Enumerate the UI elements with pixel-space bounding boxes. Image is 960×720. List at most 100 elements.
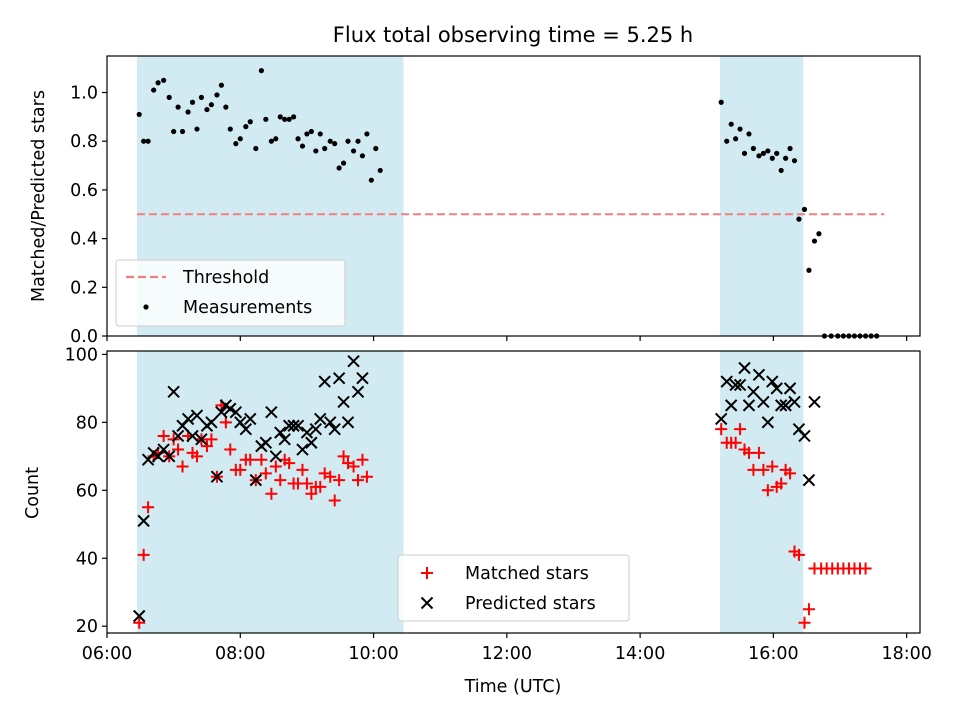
predicted-star-point bbox=[802, 473, 816, 487]
measurement-point bbox=[816, 231, 822, 237]
matched-star-point bbox=[274, 474, 287, 487]
legend-matched-label: Matched stars bbox=[465, 564, 589, 584]
measurement-point bbox=[345, 138, 351, 144]
predicted-star-point bbox=[259, 436, 273, 449]
predicted-star-point bbox=[274, 426, 287, 439]
matched-star-point bbox=[269, 460, 282, 473]
predicted-star-point bbox=[747, 385, 760, 398]
predicted-star-point bbox=[162, 450, 176, 463]
matched-star-point bbox=[142, 501, 155, 514]
x-tick-label: 16:00 bbox=[748, 644, 798, 664]
top-y-tick-label: 0.6 bbox=[70, 181, 98, 201]
predicted-star-point bbox=[171, 429, 185, 443]
predicted-star-point bbox=[282, 419, 296, 432]
measurement-point bbox=[756, 153, 762, 159]
measurement-point bbox=[774, 150, 780, 156]
predicted-star-point bbox=[249, 473, 263, 487]
predicted-star-point bbox=[774, 399, 788, 412]
matched-star-point bbox=[715, 423, 728, 436]
measurement-point bbox=[299, 143, 306, 149]
predicted-star-point bbox=[190, 409, 204, 422]
predicted-star-point bbox=[328, 422, 341, 436]
matched-star-point bbox=[859, 562, 872, 575]
measurement-point bbox=[166, 94, 172, 100]
top-y-tick-label: 0.4 bbox=[70, 230, 98, 250]
predicted-star-point bbox=[808, 395, 821, 409]
top-legend-box bbox=[115, 259, 346, 327]
measurement-point bbox=[286, 116, 292, 122]
matched-star-point bbox=[224, 443, 237, 456]
measurement-point bbox=[340, 160, 347, 166]
measurement-point bbox=[161, 77, 167, 83]
top-y-axis-label: Matched/Predicted stars bbox=[29, 90, 49, 302]
matched-star-point bbox=[190, 450, 203, 463]
predicted-star-point bbox=[788, 395, 801, 409]
matched-star-point bbox=[300, 477, 313, 490]
legend-predicted-marker bbox=[420, 596, 434, 610]
matched-star-point bbox=[729, 436, 742, 449]
predicted-star-point bbox=[720, 375, 733, 388]
matched-star-point bbox=[219, 416, 232, 429]
predicted-star-point bbox=[239, 422, 253, 436]
measurement-point bbox=[350, 148, 357, 154]
matched-star-point bbox=[360, 470, 373, 483]
matched-star-point bbox=[333, 474, 346, 487]
x-axis-label: Time (UTC) bbox=[464, 677, 562, 697]
measurement-point bbox=[359, 153, 366, 159]
predicted-star-point bbox=[133, 609, 146, 623]
legend-measurements-label: Measurements bbox=[183, 298, 312, 318]
measurement-point bbox=[783, 155, 789, 161]
measurement-point bbox=[189, 99, 196, 105]
matched-star-point bbox=[314, 480, 327, 493]
matched-star-point bbox=[283, 457, 296, 470]
legend-matched-swatch bbox=[421, 567, 433, 579]
predicted-star-point bbox=[137, 514, 150, 528]
measurement-point bbox=[247, 119, 253, 125]
predicted-star-point bbox=[195, 433, 208, 446]
predicted-star-point bbox=[300, 426, 314, 439]
measurement-point bbox=[185, 109, 191, 115]
measurement-point bbox=[304, 131, 310, 137]
x-tick-label: 12:00 bbox=[482, 644, 532, 664]
top-legend: Threshold Measurements bbox=[115, 259, 346, 327]
legend-measurements-swatch bbox=[143, 304, 149, 310]
predicted-star-point bbox=[296, 443, 309, 456]
matched-star-point bbox=[200, 440, 213, 453]
measurement-point bbox=[746, 131, 752, 137]
measurement-point bbox=[806, 267, 812, 273]
predicted-star-point bbox=[278, 433, 291, 446]
matched-star-point bbox=[234, 463, 247, 476]
measurement-point bbox=[151, 87, 157, 93]
measurement-point bbox=[724, 138, 730, 144]
measurement-point bbox=[718, 99, 724, 105]
predicted-star-point bbox=[729, 378, 742, 392]
measurement-point bbox=[171, 128, 177, 135]
predicted-star-point bbox=[205, 416, 218, 429]
measurement-point bbox=[313, 148, 319, 154]
measurement-point bbox=[136, 111, 142, 118]
predicted-star-point bbox=[265, 405, 278, 419]
legend-matched-marker bbox=[421, 567, 433, 579]
matched-star-point bbox=[792, 548, 805, 561]
matched-star-point bbox=[133, 616, 146, 629]
measurement-point bbox=[214, 92, 220, 98]
matched-star-point bbox=[324, 470, 337, 483]
predicted-star-point bbox=[779, 399, 792, 412]
predicted-star-point bbox=[305, 436, 318, 449]
predicted-star-point bbox=[269, 450, 283, 463]
measurement-point bbox=[268, 138, 274, 144]
predicted-star-point bbox=[186, 429, 199, 443]
measurement-point bbox=[322, 145, 328, 152]
predicted-star-point bbox=[229, 405, 243, 419]
matched-star-point bbox=[784, 467, 797, 480]
matched-star-point bbox=[337, 450, 350, 463]
predicted-star-point bbox=[766, 375, 779, 388]
bottom-y-tick-label: 20 bbox=[76, 617, 98, 637]
predicted-star-point bbox=[757, 395, 770, 409]
bottom-y-tick-label: 60 bbox=[76, 481, 98, 501]
measurement-point bbox=[778, 167, 784, 174]
measurement-point bbox=[263, 116, 269, 122]
measurement-point bbox=[253, 145, 259, 152]
measurement-point bbox=[750, 145, 757, 152]
measurement-point bbox=[336, 165, 342, 171]
